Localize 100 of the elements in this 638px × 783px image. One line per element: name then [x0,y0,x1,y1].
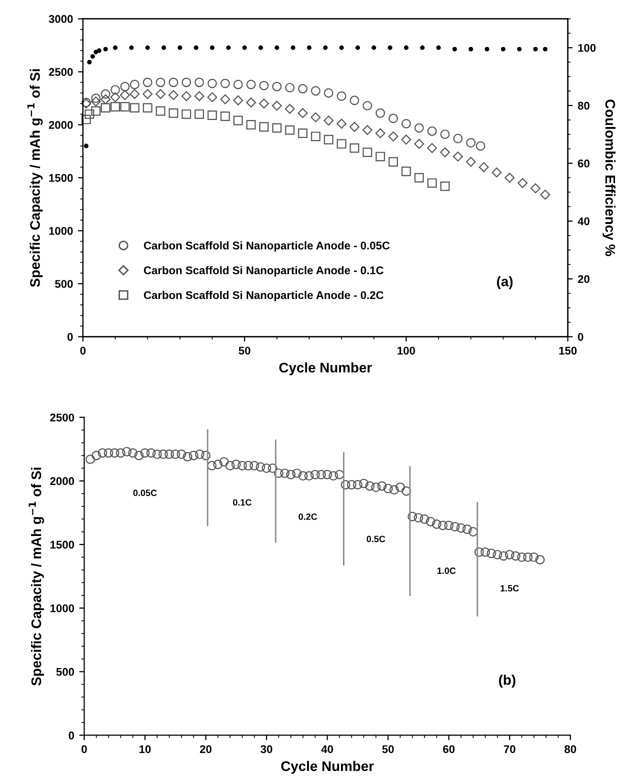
point [336,139,346,149]
point [156,106,166,116]
point [336,118,347,129]
point [388,45,392,50]
point [355,45,360,50]
point [540,190,550,200]
point [112,45,118,50]
point [233,80,243,90]
point [298,128,308,138]
point [161,45,166,50]
point [220,112,230,121]
point [310,86,320,96]
x-tick-label: 10 [140,745,151,754]
point [220,78,230,88]
annotation: (a) [496,276,513,290]
annotation: 0.2C [298,514,318,520]
y-tick-label: 0 [67,332,73,341]
x-axis-title: Cycle Number [281,760,374,774]
x-tick-label: 30 [260,745,272,754]
point [142,89,153,99]
point [100,89,110,99]
point [84,109,94,119]
point [388,131,398,142]
y-tick-label: 2500 [48,68,73,76]
point [182,109,192,119]
x-tick-label: 0 [82,745,87,754]
point [142,103,152,113]
y-tick-label: 1500 [50,540,74,549]
point [120,90,130,100]
point [156,89,166,99]
point [194,45,198,50]
point [259,122,269,132]
point [517,46,522,52]
point [129,45,134,50]
point [306,45,312,50]
point [178,45,182,50]
legend-label: Carbon Scaffold Si Nanoparticle Anode - 0.2C [144,290,384,302]
y-axis-title: Specific Capacity / mAh g$^{−1}$ of Si [28,468,44,686]
point [87,60,92,64]
y2-tick-label: 100 [578,44,596,52]
point [145,45,150,50]
point [100,94,111,104]
point [298,84,308,94]
x-tick-label: 100 [398,346,416,355]
point [427,143,438,154]
point [96,48,102,53]
point [182,78,192,88]
x-tick-label: 50 [382,745,394,754]
point [272,82,282,92]
point [401,166,411,176]
x-axis-title: Cycle Number [279,362,372,376]
x-tick-label: 70 [504,745,516,754]
point [274,45,280,50]
point [272,100,282,111]
point [401,118,411,128]
point [466,138,476,148]
x-tick-label: 150 [559,346,577,355]
point [350,143,360,153]
point [504,172,515,183]
annotation: 0.5C [366,536,386,542]
point [110,102,120,112]
y2-axis-title: Coulombic Efficiency % [602,100,616,256]
point [210,45,215,50]
point [120,102,130,112]
y-tick-label: 2500 [50,414,74,422]
point [530,183,540,194]
point [339,45,344,50]
y-tick-label: 3000 [48,15,73,23]
point [285,82,295,92]
point [130,89,140,99]
y-tick-label: 0 [68,732,74,740]
x-tick-label: 60 [443,745,455,754]
point [478,162,489,172]
point [181,91,192,102]
point [372,45,376,50]
point [375,128,386,138]
point [194,109,204,119]
point [324,134,334,144]
annotation: 1.0C [437,568,456,574]
point [414,138,424,149]
point [350,122,360,132]
x-tick-label: 80 [564,745,576,754]
point [362,125,372,136]
point [376,152,386,162]
point [194,78,204,88]
point [533,46,538,52]
point [285,125,295,135]
point [500,46,506,52]
point [258,98,269,109]
point [103,46,108,52]
x-tick-label: 50 [238,346,250,355]
point [84,144,88,148]
y-tick-label: 1000 [49,226,73,235]
point [120,82,130,92]
point [404,45,408,50]
point [468,46,474,52]
point [168,90,178,100]
point [452,152,463,162]
point [284,104,295,114]
point [233,95,244,106]
